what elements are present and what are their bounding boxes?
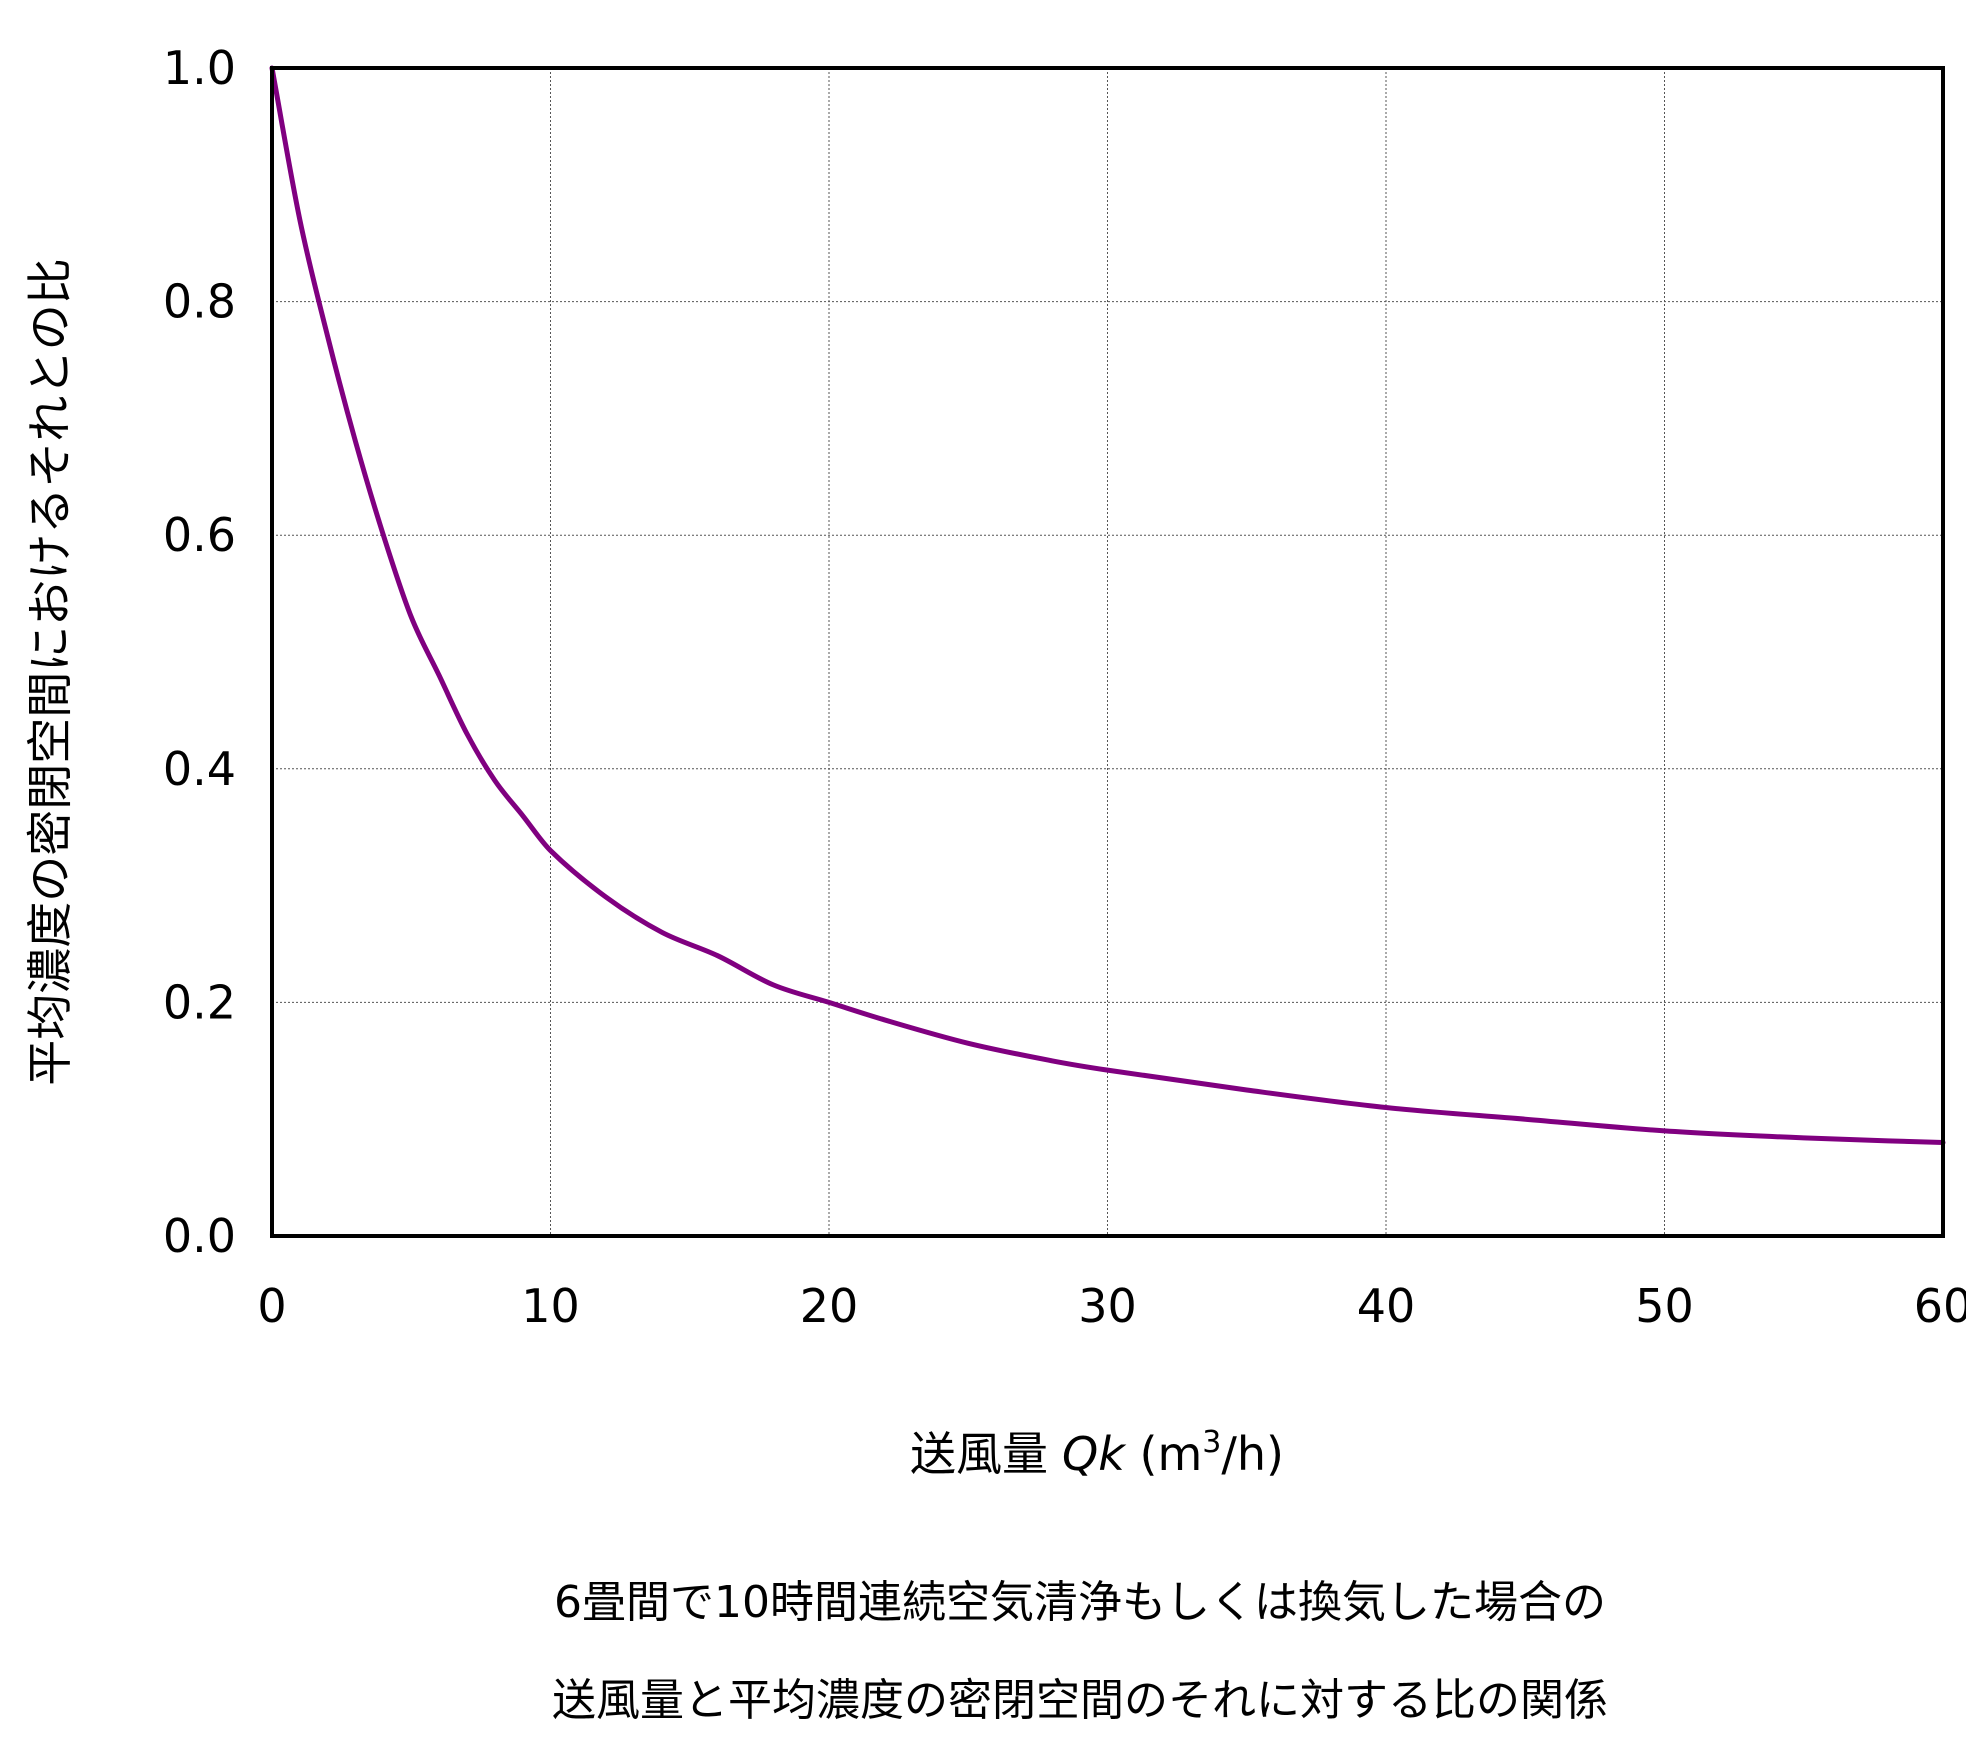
x-tick-label-3: 30: [1078, 1279, 1137, 1333]
caption-line-1: 6畳間で10時間連続空気清浄もしくは換気した場合の: [554, 1577, 1606, 1628]
y-tick-labels: 0.0 0.2 0.4 0.6 0.8 1.0: [163, 41, 236, 1263]
x-axis-title-unit-open: (m: [1125, 1427, 1202, 1481]
x-axis-title: 送風量 Qk (m3/h): [910, 1425, 1284, 1481]
caption-line-2: 送風量と平均濃度の密閉空間のそれに対する比の関係: [552, 1675, 1608, 1726]
x-tick-label-6: 60: [1914, 1279, 1966, 1333]
y-axis-title: 平均濃度の密閉空間におけるそれとの比: [23, 258, 77, 1086]
x-tick-labels: 0 10 20 30 40 50 60: [257, 1279, 1966, 1333]
x-tick-label-1: 10: [521, 1279, 580, 1333]
x-axis-title-symbol: Qk: [1062, 1427, 1127, 1481]
y-tick-label-3: 0.6: [163, 508, 236, 562]
y-tick-label-4: 0.8: [163, 275, 236, 329]
x-tick-label-2: 20: [800, 1279, 859, 1333]
series-line-0: [269, 65, 1946, 1146]
x-tick-label-0: 0: [257, 1279, 286, 1333]
plot-frame: [270, 66, 1945, 1238]
y-tick-label-1: 0.2: [163, 975, 236, 1029]
y-tick-label-5: 1.0: [163, 41, 236, 95]
y-tick-label-2: 0.4: [163, 742, 236, 796]
x-tick-label-5: 50: [1635, 1279, 1694, 1333]
x-tick-label-4: 40: [1357, 1279, 1416, 1333]
x-axis-title-unit-sup: 3: [1202, 1425, 1221, 1460]
y-tick-label-0: 0.0: [163, 1209, 236, 1263]
x-axis-title-main: 送風量: [910, 1427, 1048, 1481]
grid-lines: [272, 68, 1943, 1236]
x-axis-title-unit-close: /h): [1221, 1427, 1284, 1481]
